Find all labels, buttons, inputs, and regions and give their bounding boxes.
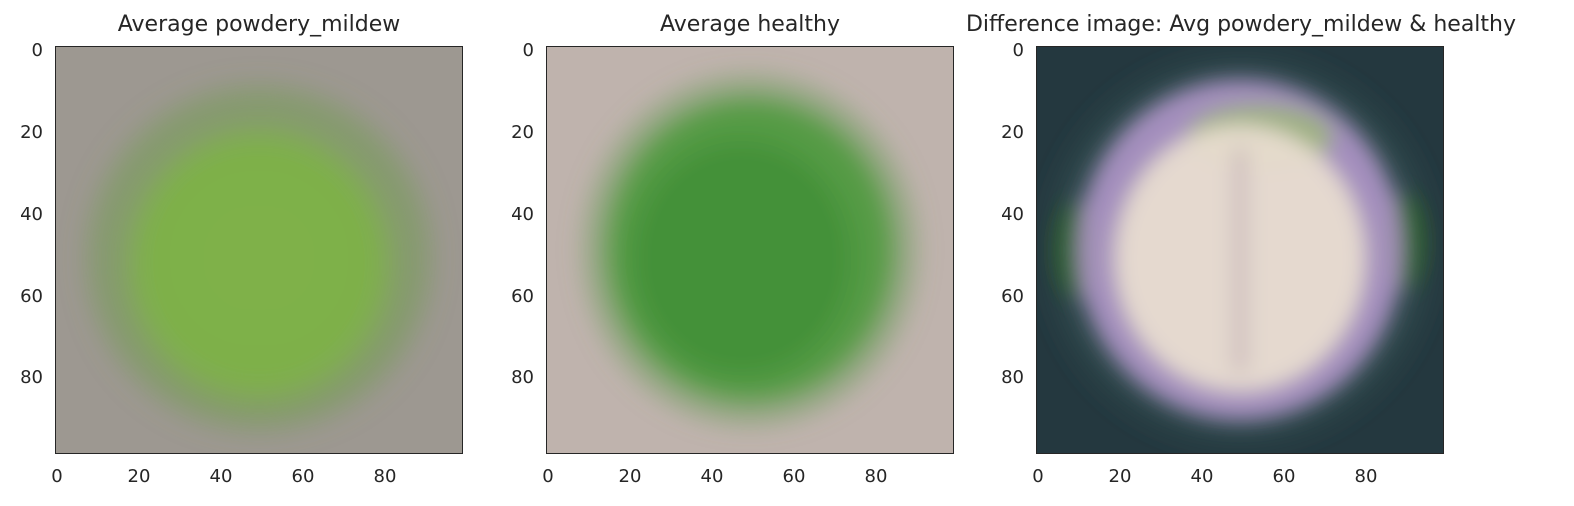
ytick: 20 — [1001, 122, 1024, 143]
xtick: 40 — [700, 466, 724, 487]
ytick: 0 — [522, 40, 534, 61]
ytick: 60 — [20, 286, 43, 307]
xtick: 60 — [291, 466, 315, 487]
ytick: 80 — [511, 367, 534, 388]
ytick: 20 — [20, 122, 43, 143]
xtick: 20 — [618, 466, 642, 487]
xtick: 80 — [373, 466, 397, 487]
ytick: 60 — [1001, 286, 1024, 307]
ytick: 20 — [511, 122, 534, 143]
image-average-healthy — [546, 46, 954, 454]
xtick: 60 — [782, 466, 806, 487]
xtick: 60 — [1272, 466, 1296, 487]
xtick: 40 — [1190, 466, 1214, 487]
ytick: 0 — [31, 40, 43, 61]
ytick: 60 — [511, 286, 534, 307]
image-average-powdery-mildew — [55, 46, 463, 454]
average-healthy-image — [547, 47, 953, 453]
ytick: 40 — [20, 204, 43, 225]
panel-title-difference: Difference image: Avg powdery_mildew & h… — [965, 12, 1517, 37]
xtick: 0 — [51, 466, 63, 487]
average-powdery-mildew-image — [56, 47, 462, 453]
xtick: 20 — [127, 466, 151, 487]
ytick: 40 — [511, 204, 534, 225]
difference-image — [1037, 47, 1443, 453]
panel-title-powdery-mildew: Average powdery_mildew — [117, 12, 401, 37]
xtick: 0 — [1032, 466, 1044, 487]
ytick: 80 — [20, 367, 43, 388]
xtick: 80 — [864, 466, 888, 487]
ytick: 0 — [1012, 40, 1024, 61]
image-difference — [1036, 46, 1444, 454]
panel-title-healthy: Average healthy — [660, 12, 840, 37]
xtick: 20 — [1108, 466, 1132, 487]
ytick: 80 — [1001, 367, 1024, 388]
ytick: 40 — [1001, 204, 1024, 225]
xtick: 0 — [542, 466, 554, 487]
xtick: 40 — [209, 466, 233, 487]
xtick: 80 — [1354, 466, 1378, 487]
